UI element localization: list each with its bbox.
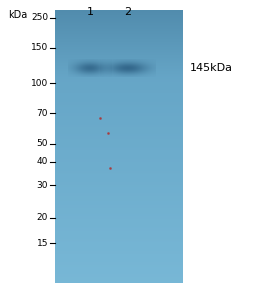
- Text: 30: 30: [37, 180, 48, 189]
- Text: 100: 100: [31, 79, 48, 88]
- Text: 2: 2: [124, 7, 132, 17]
- Text: 40: 40: [37, 157, 48, 166]
- Text: 20: 20: [37, 214, 48, 223]
- Text: 250: 250: [31, 13, 48, 22]
- Text: 70: 70: [37, 109, 48, 118]
- Text: 145kDa: 145kDa: [190, 63, 233, 73]
- Text: 15: 15: [37, 239, 48, 248]
- Text: 50: 50: [37, 139, 48, 148]
- Text: 1: 1: [86, 7, 93, 17]
- Text: 150: 150: [31, 43, 48, 52]
- Text: kDa: kDa: [8, 10, 27, 20]
